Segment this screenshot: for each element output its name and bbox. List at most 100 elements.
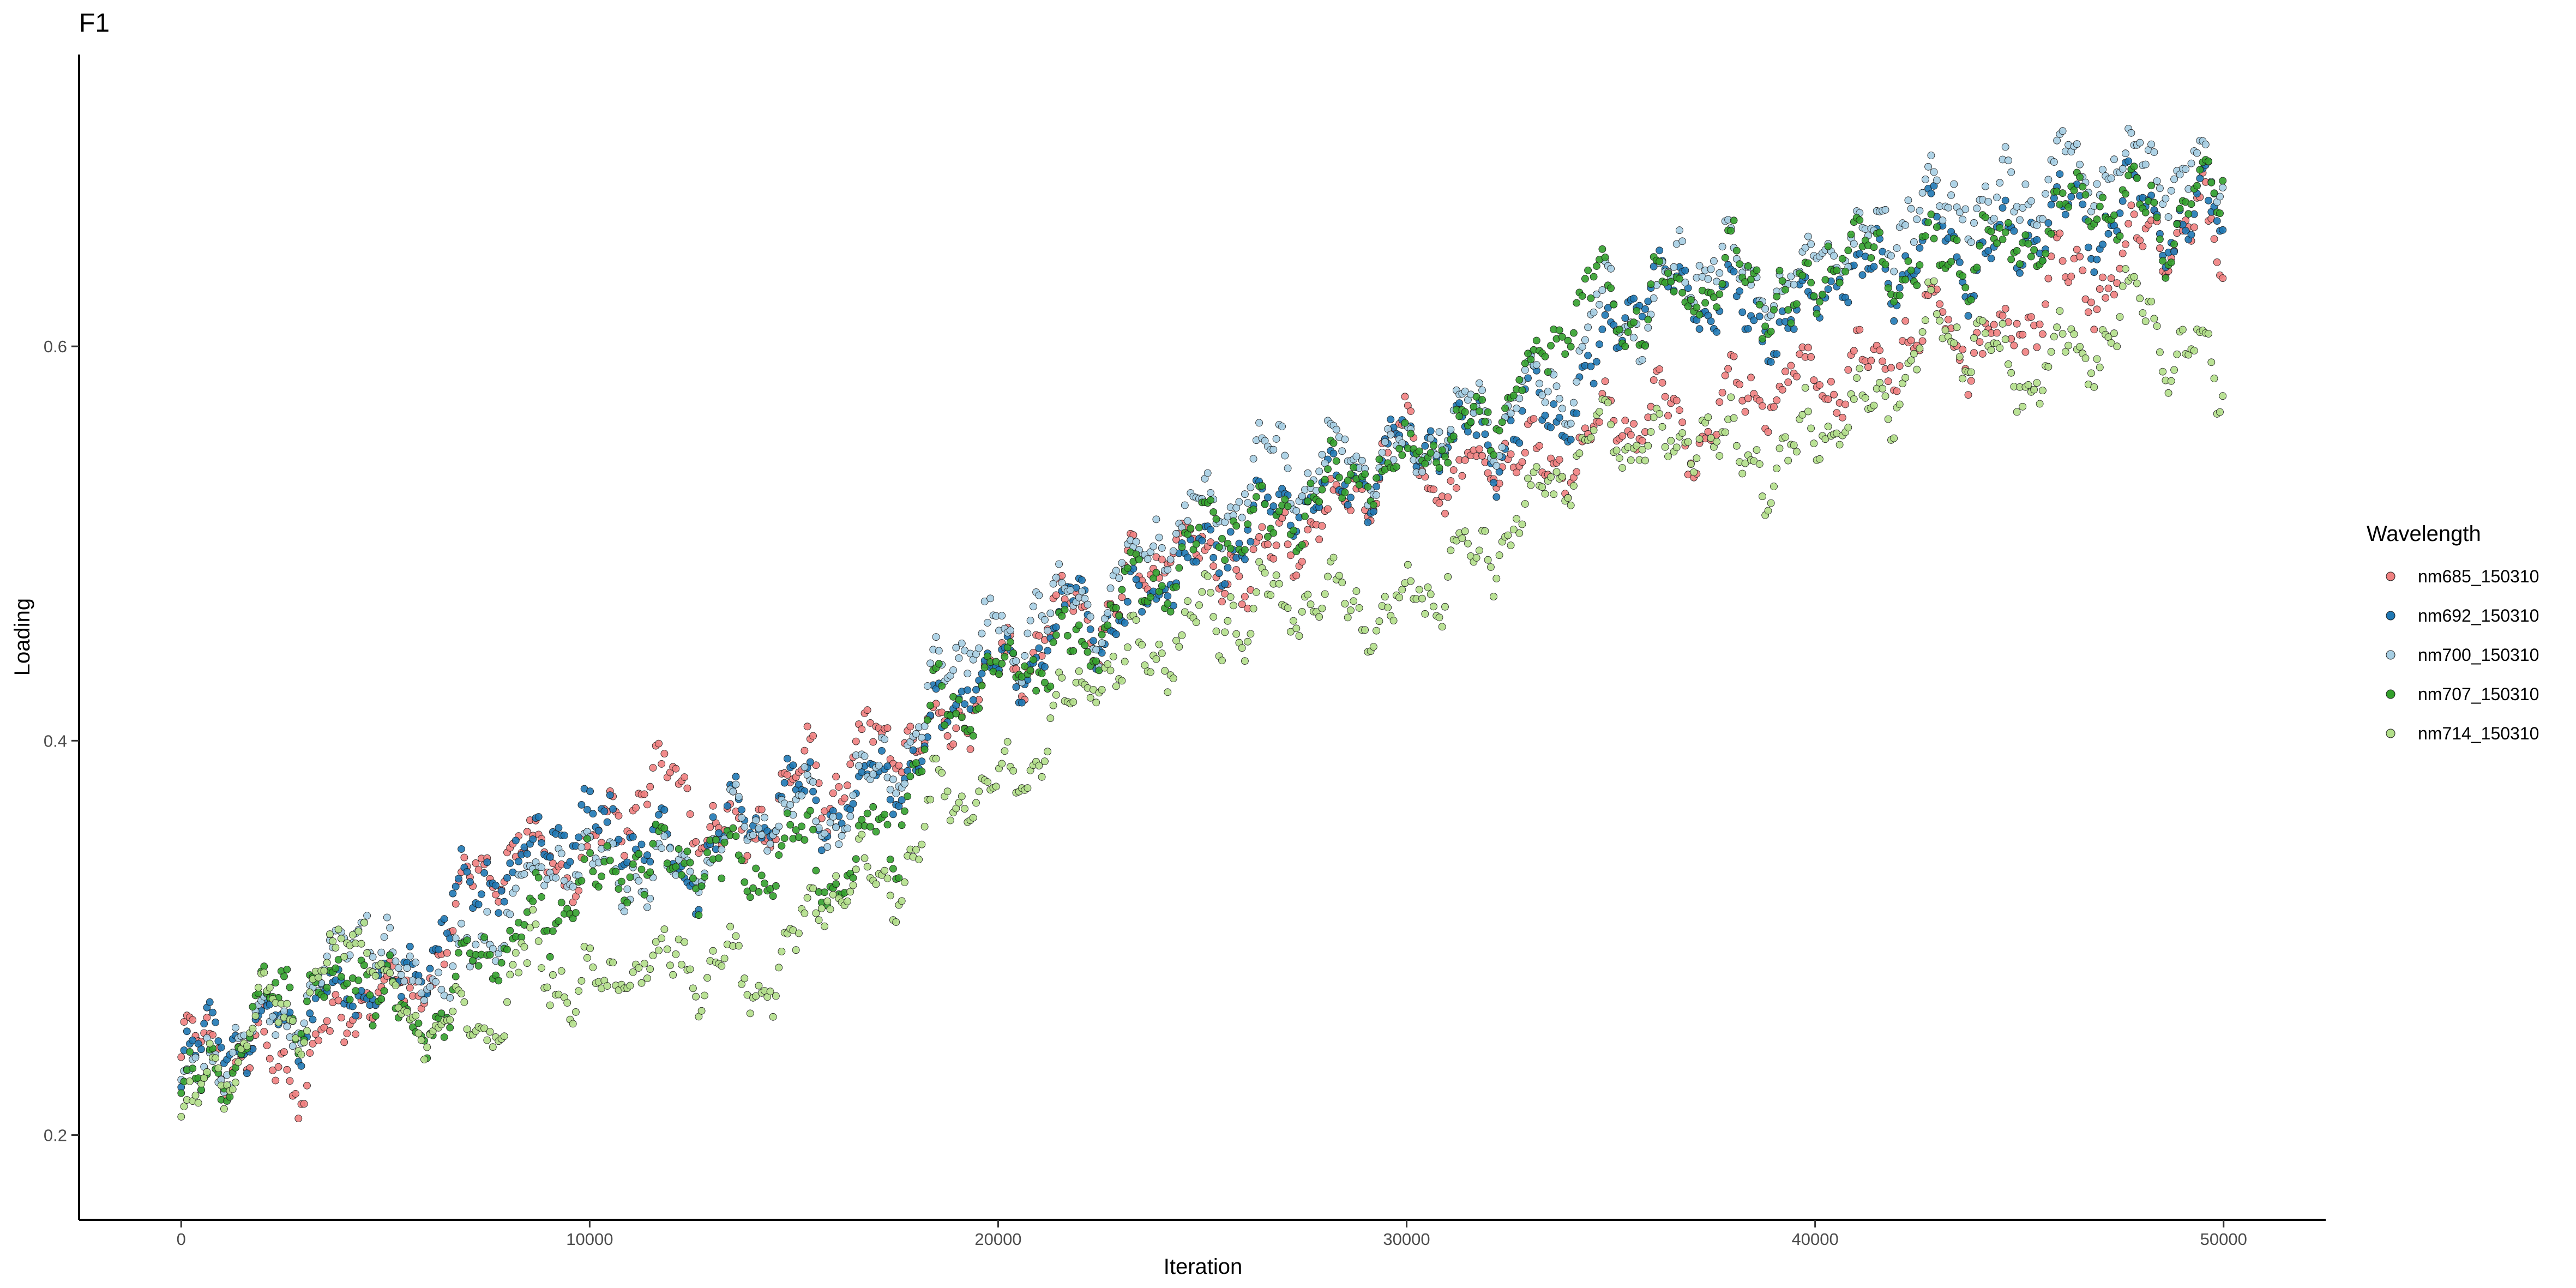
data-point xyxy=(1627,456,1635,464)
data-point xyxy=(1844,298,1852,306)
data-point xyxy=(543,983,551,991)
data-point xyxy=(2156,348,2164,356)
data-point xyxy=(1695,435,1704,443)
data-point xyxy=(817,846,826,854)
data-point xyxy=(2093,180,2101,188)
data-point xyxy=(1601,377,1609,385)
series-nm685_150310 xyxy=(177,168,2227,1123)
data-point xyxy=(746,893,754,901)
data-point xyxy=(2005,157,2012,165)
data-point xyxy=(678,871,685,879)
data-point xyxy=(2136,139,2144,147)
data-point xyxy=(1607,264,1615,273)
data-point xyxy=(1055,560,1063,568)
data-point xyxy=(732,780,740,789)
data-point xyxy=(1301,513,1309,520)
data-point xyxy=(1913,215,1921,224)
data-point xyxy=(1475,379,1483,387)
data-point xyxy=(1049,580,1057,588)
data-point xyxy=(612,868,620,876)
data-point xyxy=(749,831,757,839)
data-point xyxy=(555,824,563,832)
data-point xyxy=(1418,594,1426,603)
data-point xyxy=(1924,218,1933,226)
data-point xyxy=(806,806,814,815)
data-point xyxy=(1987,346,1995,354)
data-point xyxy=(1721,254,1729,262)
data-point xyxy=(1601,254,1609,261)
data-point xyxy=(1244,499,1252,507)
data-point xyxy=(266,984,274,992)
data-point xyxy=(2107,274,2115,282)
data-point xyxy=(692,838,700,846)
data-point xyxy=(1407,577,1415,585)
data-point xyxy=(766,988,774,996)
data-point xyxy=(1987,254,1995,262)
data-point xyxy=(2047,230,2055,238)
data-point xyxy=(354,976,363,984)
data-point xyxy=(1373,474,1381,482)
data-point xyxy=(435,968,443,977)
data-point xyxy=(1736,260,1744,268)
data-point xyxy=(872,880,880,888)
x-tick-label: 30000 xyxy=(1383,1230,1430,1249)
data-point xyxy=(1770,403,1778,411)
data-point xyxy=(1375,617,1383,625)
data-point xyxy=(2042,250,2050,258)
data-point xyxy=(2124,171,2133,179)
data-point xyxy=(2044,176,2053,184)
data-point xyxy=(2015,216,2024,224)
data-point xyxy=(1244,520,1252,528)
data-point xyxy=(1664,269,1672,277)
data-point xyxy=(1452,484,1460,492)
data-point xyxy=(417,1036,425,1044)
data-point xyxy=(1221,589,1229,598)
data-point xyxy=(2042,190,2050,198)
data-point xyxy=(2182,165,2190,173)
data-point xyxy=(1238,514,1246,522)
data-point xyxy=(1615,454,1623,462)
data-point xyxy=(689,874,697,882)
data-point xyxy=(589,810,597,818)
x-tick-label: 0 xyxy=(177,1230,186,1249)
data-point xyxy=(572,909,580,917)
data-point xyxy=(309,1015,317,1024)
data-point xyxy=(1810,440,1818,447)
data-point xyxy=(1759,335,1766,343)
data-point xyxy=(1332,457,1340,465)
data-point xyxy=(200,1074,208,1082)
data-point xyxy=(1046,609,1055,617)
data-point xyxy=(1853,374,1861,382)
data-point xyxy=(1567,436,1575,444)
data-point xyxy=(1567,342,1575,351)
data-point xyxy=(1184,597,1191,605)
data-point xyxy=(1444,493,1452,501)
data-point xyxy=(1261,500,1269,508)
data-point xyxy=(964,686,972,694)
data-point xyxy=(1984,247,1993,255)
data-point xyxy=(769,892,777,900)
data-point xyxy=(1513,515,1521,523)
data-point xyxy=(732,832,740,840)
data-point xyxy=(228,1049,237,1057)
data-point xyxy=(1435,428,1443,436)
data-point xyxy=(846,812,854,820)
data-point xyxy=(878,747,886,755)
data-point xyxy=(2001,143,2009,151)
data-point xyxy=(1744,325,1752,333)
data-point xyxy=(709,947,717,955)
data-point xyxy=(1492,462,1501,470)
data-point xyxy=(1418,468,1426,476)
data-point xyxy=(458,919,465,928)
data-point xyxy=(1490,451,1498,459)
data-point xyxy=(1567,419,1575,428)
data-point xyxy=(343,979,351,988)
data-point xyxy=(1890,317,1898,325)
data-point xyxy=(1169,547,1177,555)
data-point xyxy=(2210,375,2218,382)
data-point xyxy=(2047,201,2055,209)
data-point xyxy=(598,872,605,880)
data-point xyxy=(2067,192,2075,201)
data-point xyxy=(2027,252,2035,261)
data-point xyxy=(1784,306,1792,314)
